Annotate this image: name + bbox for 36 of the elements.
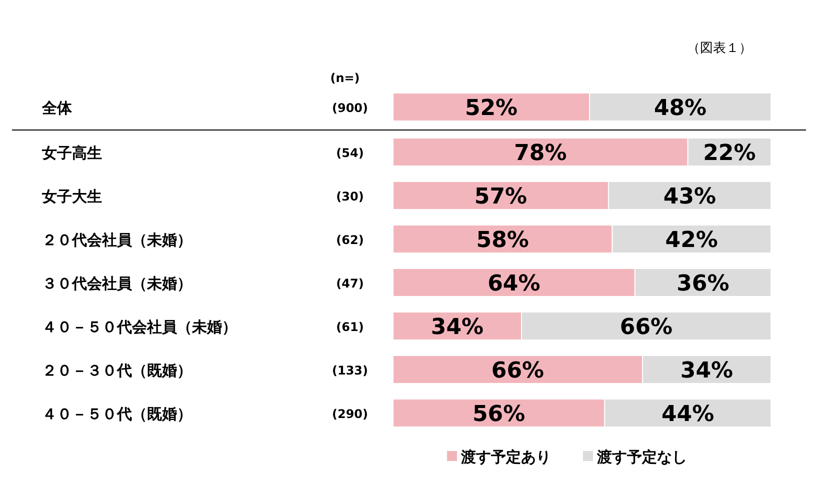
data-label: 42% [665, 228, 718, 253]
y-tick-label: ２０代会社員（未婚） [42, 231, 192, 249]
data-label: 66% [620, 315, 673, 340]
data-label: 64% [488, 272, 540, 296]
data-label: 78% [514, 141, 567, 166]
data-label: 57% [474, 184, 528, 210]
y-tick-label: ３０代会社員（未婚） [42, 274, 192, 292]
data-label: 36% [676, 272, 730, 296]
y-tick-label: 全体 [41, 99, 73, 117]
data-label: 58% [476, 228, 529, 253]
data-label: 43% [663, 184, 716, 210]
text: (133) [332, 364, 368, 378]
data-label: 66% [491, 358, 544, 384]
data-label: 48% [654, 96, 707, 121]
data-label: 34% [430, 315, 484, 340]
text: （図表１） [687, 41, 752, 56]
y-tick-label: ４０－５０代会社員（未婚） [42, 318, 237, 336]
text: (54) [336, 146, 364, 160]
text: (62) [336, 233, 364, 247]
legend-label: 渡す予定あり [460, 448, 551, 466]
text: (n=) [330, 71, 360, 85]
y-tick-label: ４０－５０代（既婚） [42, 405, 192, 423]
data-label: 56% [472, 402, 526, 427]
text: (30) [336, 190, 364, 204]
text: (61) [336, 320, 364, 334]
y-tick-label: ２０－３０代（既婚） [42, 362, 192, 380]
data-label: 44% [662, 402, 714, 427]
text: (900) [332, 101, 368, 115]
text: (290) [332, 407, 368, 421]
data-label: 34% [680, 358, 734, 384]
data-label: 22% [703, 141, 756, 166]
data-label: 52% [464, 96, 518, 121]
y-tick-label: 女子高生 [41, 144, 102, 162]
text: (47) [336, 276, 364, 290]
y-tick-label: 女子大生 [41, 188, 102, 206]
legend-label: 渡す予定なし [596, 448, 687, 466]
